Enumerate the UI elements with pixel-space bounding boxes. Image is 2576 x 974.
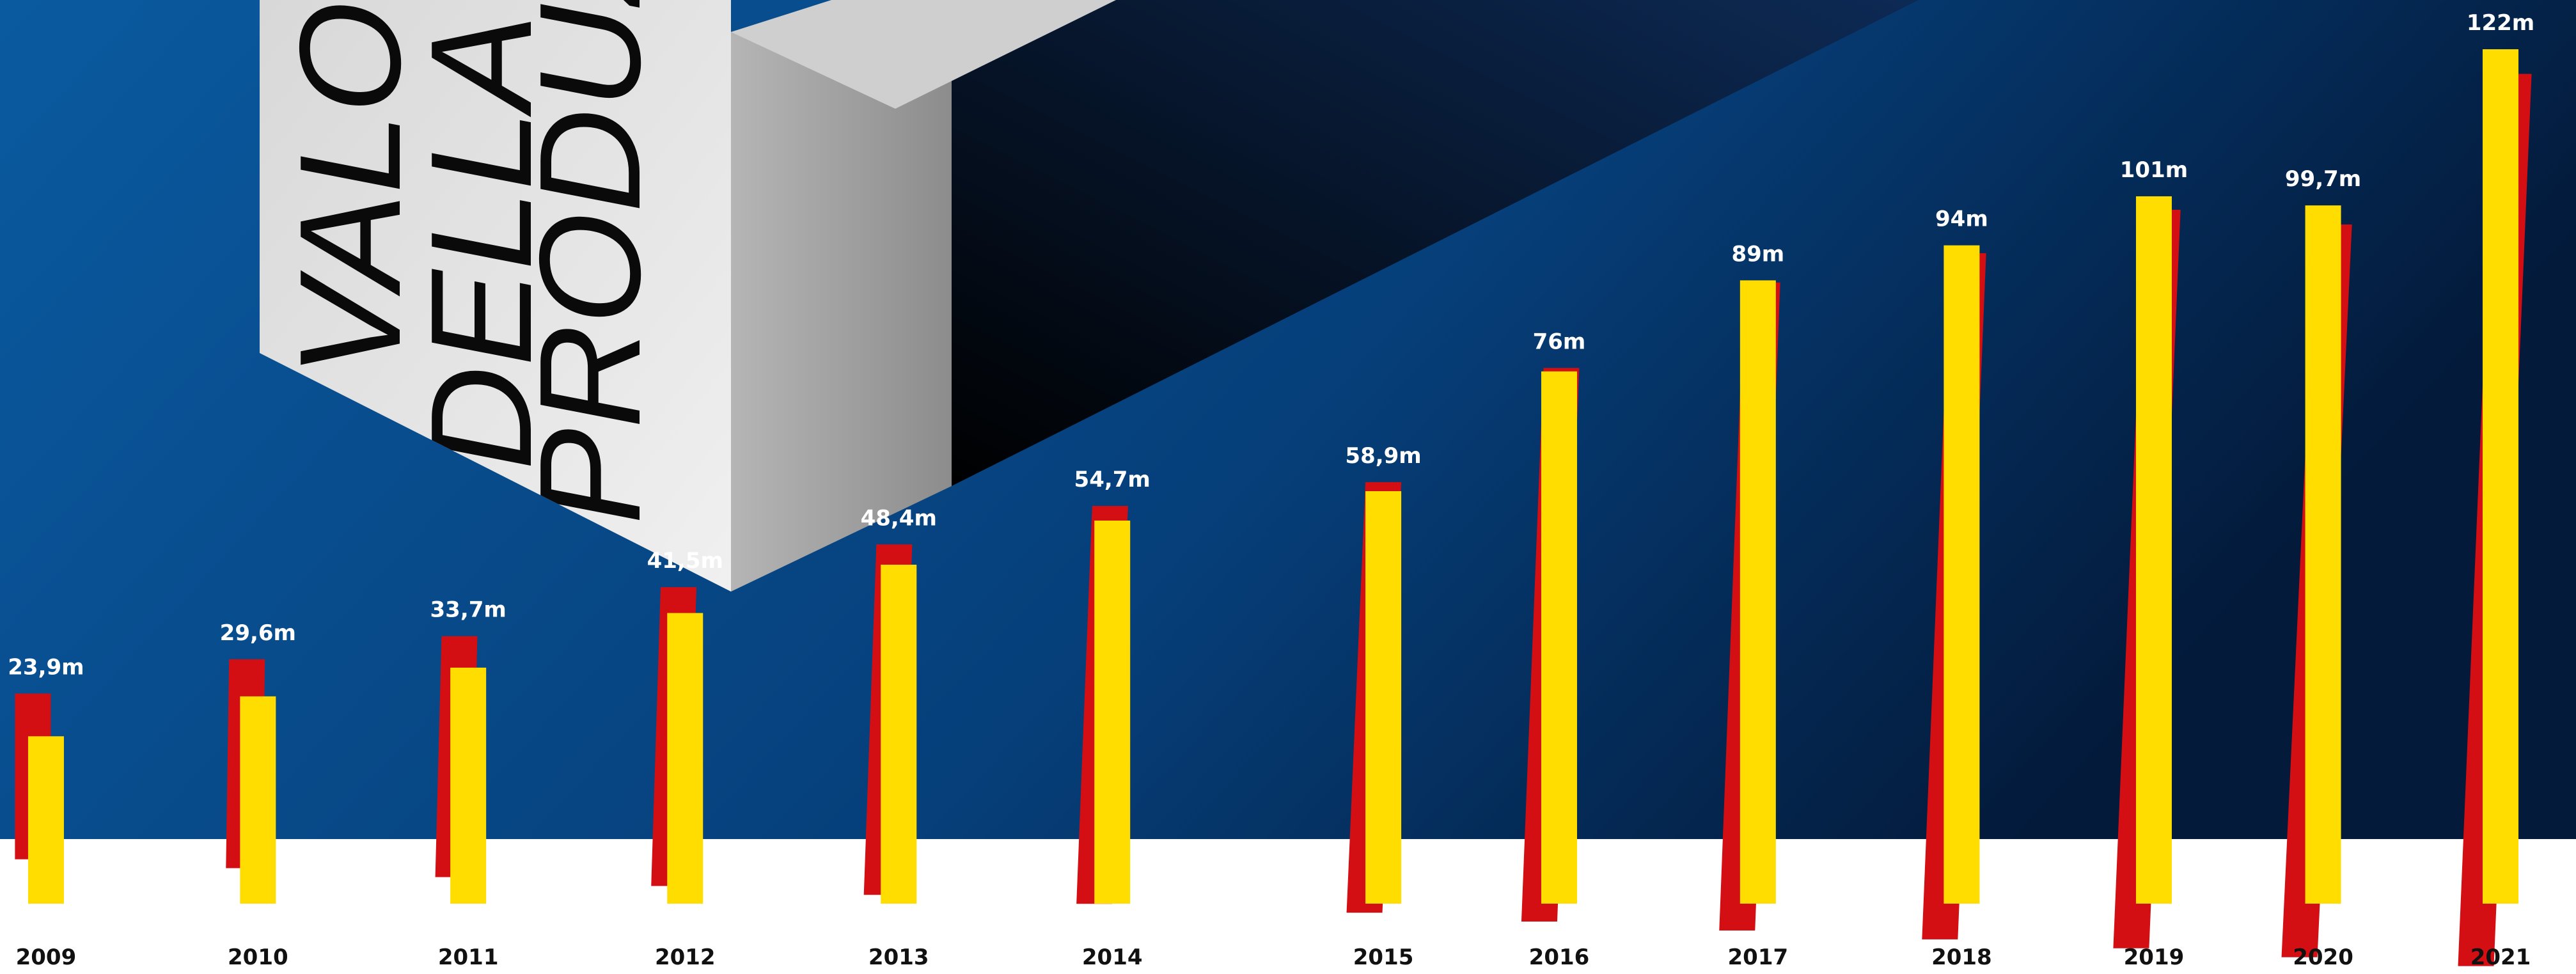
value-label: 122m bbox=[2467, 10, 2534, 36]
value-label: 33,7m bbox=[430, 597, 507, 623]
value-label: 23,9m bbox=[8, 654, 84, 680]
box-top bbox=[731, 0, 1116, 109]
bar bbox=[240, 696, 276, 904]
value-label: 94m bbox=[1935, 207, 1988, 232]
value-label: 41,5m bbox=[647, 548, 723, 574]
box-side bbox=[731, 0, 1116, 592]
bar bbox=[27, 736, 64, 904]
bar bbox=[1541, 371, 1577, 904]
floor bbox=[0, 839, 2576, 974]
box-front bbox=[260, 0, 731, 592]
title-line: PRODUZIONE bbox=[509, 0, 670, 524]
title-block: VALORE DELLA PRODUZIONE bbox=[269, 0, 670, 524]
bar bbox=[2135, 196, 2172, 904]
title-line: DELLA bbox=[400, 14, 562, 470]
x-tick-label: 2016 bbox=[1529, 945, 1590, 970]
bar bbox=[2305, 205, 2341, 904]
bar bbox=[667, 613, 703, 904]
x-tick-label: 2014 bbox=[1082, 945, 1143, 970]
value-label: 58,9m bbox=[1345, 443, 1421, 469]
bar bbox=[1365, 491, 1402, 904]
x-tick-label: 2018 bbox=[1931, 945, 1992, 970]
value-label: 89m bbox=[1731, 241, 1784, 267]
title-line: VALORE bbox=[269, 0, 430, 377]
x-tick-label: 2009 bbox=[16, 945, 77, 970]
x-tick-label: 2011 bbox=[438, 945, 499, 970]
value-label: 48,4m bbox=[861, 505, 937, 531]
value-label: 99,7m bbox=[2285, 166, 2361, 192]
value-label: 29,6m bbox=[220, 620, 296, 646]
x-tick-label: 2013 bbox=[868, 945, 929, 970]
x-tick-label: 2010 bbox=[228, 945, 288, 970]
bar bbox=[881, 564, 917, 904]
x-tick-label: 2019 bbox=[2124, 945, 2185, 970]
x-tick-label: 2020 bbox=[2293, 945, 2353, 970]
x-tick-label: 2015 bbox=[1353, 945, 1414, 970]
bar bbox=[1094, 520, 1131, 904]
bar bbox=[1944, 245, 1980, 904]
shadow-band bbox=[952, 0, 1919, 486]
bars: 23,9m 2009 29,6m 2010 33,7m 2011 41,5m 2012 48,4… bbox=[8, 10, 2534, 970]
value-label: 101m bbox=[2120, 157, 2188, 183]
x-tick-label: 2012 bbox=[655, 945, 716, 970]
bar bbox=[2483, 49, 2519, 904]
bar bbox=[1740, 280, 1776, 904]
x-tick-label: 2017 bbox=[1728, 945, 1789, 970]
x-tick-label: 2021 bbox=[2470, 945, 2531, 970]
value-label: 54,7m bbox=[1074, 467, 1151, 492]
value-label: 76m bbox=[1533, 329, 1586, 354]
bar bbox=[450, 667, 487, 904]
